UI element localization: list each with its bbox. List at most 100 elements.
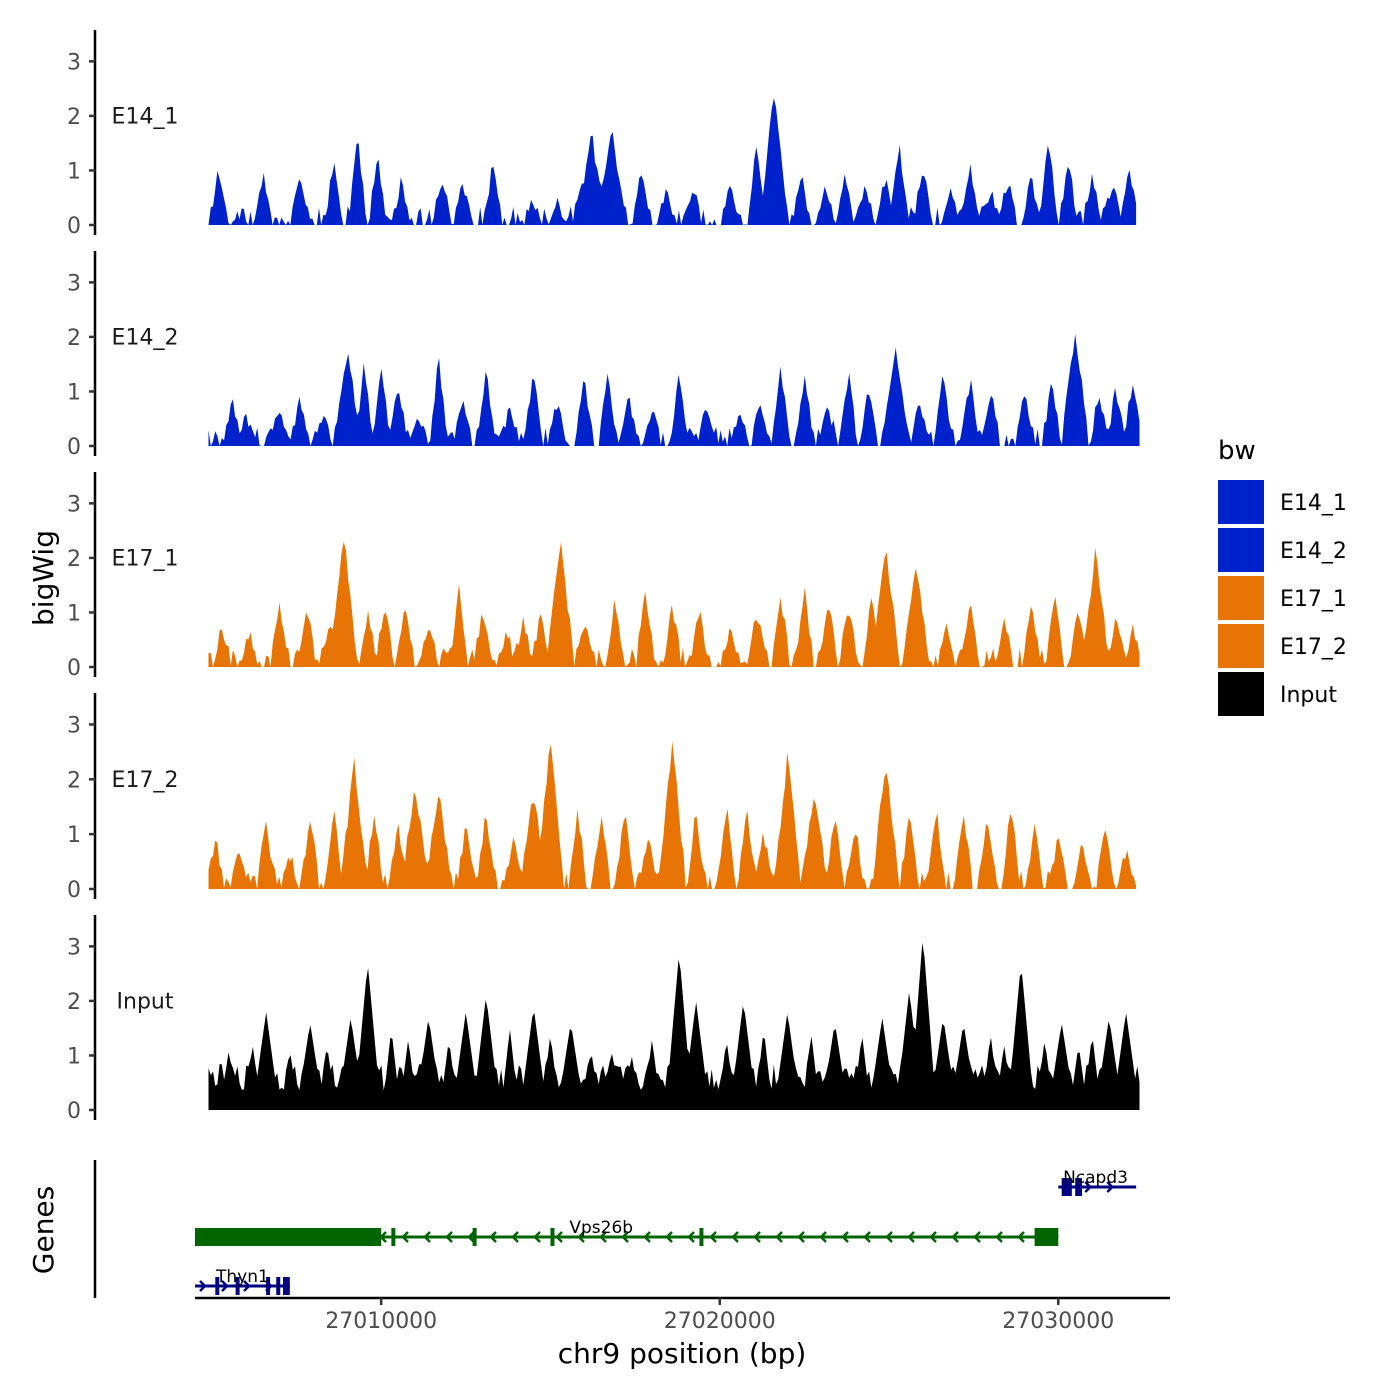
exon <box>472 1228 477 1246</box>
y-tick-label: 1 <box>67 823 81 848</box>
y-tick-label: 2 <box>67 990 81 1015</box>
signal-area-e17-2 <box>208 741 1137 889</box>
gene-ncapd3: Ncapd3 <box>1058 1168 1137 1196</box>
gene-label: Vps26b <box>569 1218 633 1238</box>
x-tick-label: 27010000 <box>325 1309 437 1334</box>
signal-area-e14-2 <box>208 333 1140 446</box>
exon <box>276 1277 281 1295</box>
genes-axis-title: Genes <box>27 1186 60 1274</box>
track-label: E17_1 <box>112 547 179 572</box>
legend-label: E14_1 <box>1280 491 1347 516</box>
track-e17-2: 0 1 2 3 E17_2 <box>67 693 1137 903</box>
y-tick-label: 3 <box>67 492 81 517</box>
exon <box>1034 1228 1059 1246</box>
exon <box>283 1277 290 1295</box>
strand-arrow <box>863 1231 871 1243</box>
track-e14-1: 0 1 2 3 E14_1 <box>67 30 1137 239</box>
track-e14-2: 0 1 2 3 E14_2 <box>67 251 1140 460</box>
strand-arrow <box>665 1231 673 1243</box>
strand-arrow <box>841 1231 849 1243</box>
legend-label: E14_2 <box>1280 539 1347 564</box>
signal-area-input <box>208 942 1140 1110</box>
track-e17-1: 0 1 2 3 E17_1 <box>67 472 1140 681</box>
strand-arrow <box>621 1231 629 1243</box>
legend-label: E17_1 <box>1280 587 1347 612</box>
strand-arrow <box>709 1231 717 1243</box>
strand-arrow <box>1106 1181 1115 1193</box>
gene-thyn1: Thyn1 <box>195 1267 290 1295</box>
strand-arrow <box>929 1231 937 1243</box>
strand-arrow <box>753 1231 761 1243</box>
strand-arrow <box>775 1231 783 1243</box>
strand-arrow <box>467 1231 475 1243</box>
strand-arrow <box>643 1231 651 1243</box>
legend-label: Input <box>1280 683 1337 708</box>
legend-swatch <box>1218 480 1264 524</box>
x-tick-label: 27020000 <box>664 1309 776 1334</box>
legend-title: bw <box>1218 436 1256 466</box>
y-tick-label: 1 <box>67 1044 81 1069</box>
strand-arrow <box>401 1231 409 1243</box>
exon <box>235 1277 240 1295</box>
gene-label: Thyn1 <box>215 1267 269 1287</box>
y-tick-label: 1 <box>67 159 81 184</box>
signal-area-e14-1 <box>208 98 1137 225</box>
exon <box>215 1277 220 1295</box>
strand-arrow <box>687 1231 695 1243</box>
y-tick-label: 2 <box>67 768 81 793</box>
strand-arrow <box>599 1231 607 1243</box>
y-tick-label: 3 <box>67 271 81 296</box>
y-axis-title: bigWig <box>27 530 60 626</box>
exon <box>391 1228 396 1246</box>
exon <box>195 1228 382 1246</box>
strand-arrow <box>577 1231 585 1243</box>
strand-arrow <box>973 1231 981 1243</box>
track-label: E17_2 <box>112 768 179 793</box>
x-tick-label: 27030000 <box>1002 1309 1114 1334</box>
strand-arrow <box>731 1231 739 1243</box>
exon <box>1075 1178 1082 1196</box>
y-tick-label: 0 <box>67 214 81 239</box>
strand-arrow <box>555 1231 563 1243</box>
strand-arrow <box>951 1231 959 1243</box>
track-label: E14_1 <box>112 105 179 130</box>
legend: bw E14_1 E14_2 E17_1 E17_2 Input <box>1218 436 1347 716</box>
y-tick-label: 2 <box>67 547 81 572</box>
strand-arrow <box>199 1280 207 1292</box>
legend-swatch <box>1218 624 1264 668</box>
exon <box>266 1277 271 1295</box>
exon <box>1061 1178 1072 1196</box>
y-tick-label: 0 <box>67 435 81 460</box>
track-label: E14_2 <box>112 326 179 351</box>
strand-arrow <box>995 1231 1003 1243</box>
y-tick-label: 1 <box>67 601 81 626</box>
strand-arrow <box>1084 1181 1093 1193</box>
strand-arrow <box>797 1231 805 1243</box>
strand-arrow <box>445 1231 453 1243</box>
legend-swatch <box>1218 672 1264 716</box>
signal-tracks: 0 1 2 3 E14_1 0 1 2 3 E14_2 0 1 2 3 E17_1 0 1 2 3 E17_2 0 1 2 3… <box>67 30 1140 1124</box>
signal-area-e17-1 <box>208 541 1140 667</box>
gene-label: Ncapd3 <box>1063 1168 1128 1188</box>
gene-vps26b: Vps26b <box>195 1218 1059 1246</box>
y-tick-label: 2 <box>67 326 81 351</box>
y-tick-label: 3 <box>67 935 81 960</box>
y-tick-label: 2 <box>67 105 81 130</box>
strand-arrow <box>489 1231 497 1243</box>
y-tick-label: 3 <box>67 713 81 738</box>
strand-arrow <box>885 1231 893 1243</box>
y-tick-label: 0 <box>67 878 81 903</box>
strand-arrow <box>1017 1231 1025 1243</box>
x-axis-title: chr9 position (bp) <box>558 1337 807 1370</box>
legend-label: E17_2 <box>1280 635 1347 660</box>
track-input: 0 1 2 3 Input <box>67 915 1140 1124</box>
exon <box>699 1228 704 1246</box>
legend-swatch <box>1218 528 1264 572</box>
y-tick-label: 0 <box>67 656 81 681</box>
strand-arrow <box>221 1280 229 1292</box>
y-tick-label: 3 <box>67 50 81 75</box>
legend-swatch <box>1218 576 1264 620</box>
y-tick-label: 1 <box>67 380 81 405</box>
exon <box>550 1228 555 1246</box>
